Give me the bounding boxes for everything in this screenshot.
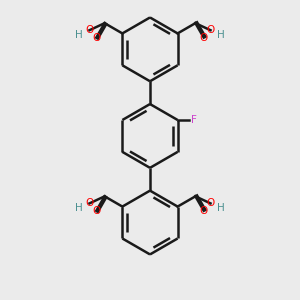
Text: O: O: [85, 198, 94, 208]
Text: O: O: [85, 25, 94, 35]
Text: O: O: [200, 206, 208, 216]
Text: H: H: [75, 203, 83, 213]
Text: O: O: [200, 33, 208, 43]
Text: O: O: [92, 33, 100, 43]
Text: O: O: [206, 198, 215, 208]
Text: O: O: [206, 25, 215, 35]
Text: O: O: [92, 206, 100, 216]
Text: F: F: [191, 115, 197, 125]
Text: H: H: [217, 30, 225, 40]
Text: H: H: [217, 203, 225, 213]
Text: H: H: [75, 30, 83, 40]
